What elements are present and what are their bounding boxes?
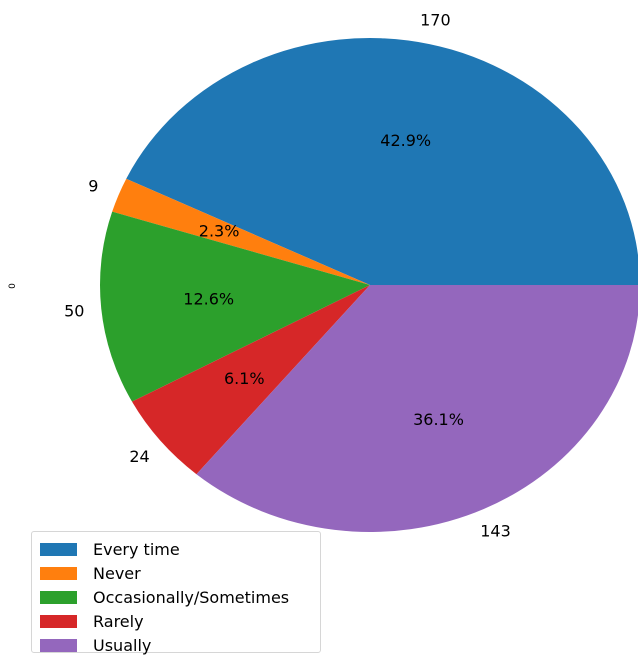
legend-item: Rarely (40, 609, 312, 633)
legend-swatch (40, 614, 77, 628)
legend-item: Every time (40, 537, 312, 561)
legend-label: Occasionally/Sometimes (93, 587, 290, 607)
pie-slice-rarely (132, 285, 370, 475)
legend-label: Every time (93, 539, 180, 559)
legend-item: Never (40, 561, 312, 585)
legend-label: Usually (93, 635, 152, 655)
legend-swatch (40, 590, 77, 604)
y-axis-label: 0 (8, 283, 18, 289)
pie-slices (100, 38, 638, 532)
legend-label: Rarely (93, 611, 144, 631)
value-label: 24 (129, 447, 149, 466)
legend-label: Never (93, 563, 141, 583)
legend-swatch (40, 542, 77, 556)
pie-slice-occasionally-sometimes (100, 211, 370, 402)
legend-item: Occasionally/Sometimes (40, 585, 312, 609)
value-label: 9 (88, 177, 98, 196)
pie-slice-every-time (126, 38, 638, 285)
legend-swatch (40, 566, 77, 580)
percent-label: 42.9% (380, 131, 431, 150)
value-label: 143 (480, 522, 511, 541)
percent-label: 2.3% (199, 222, 240, 241)
value-label: 50 (64, 301, 84, 320)
pie-slice-never (112, 178, 371, 285)
pie-slice-usually (196, 285, 638, 532)
legend: Every time Never Occasionally/Sometimes … (31, 531, 321, 655)
percent-label: 12.6% (183, 290, 234, 309)
legend-swatch (40, 638, 77, 652)
value-labels: 170 9 50 24 143 (64, 11, 511, 541)
legend-item: Usually (40, 633, 312, 657)
percent-label: 6.1% (224, 369, 265, 388)
percent-label: 36.1% (413, 410, 464, 429)
value-label: 170 (420, 11, 451, 30)
percent-labels: 42.9% 2.3% 12.6% 6.1% 36.1% (183, 131, 464, 429)
